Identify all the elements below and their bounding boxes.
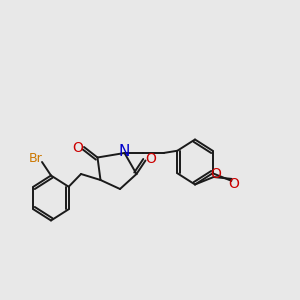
Text: O: O: [73, 141, 83, 154]
Text: O: O: [228, 177, 239, 191]
Text: O: O: [145, 152, 156, 166]
Text: Br: Br: [28, 152, 42, 165]
Text: N: N: [119, 144, 130, 159]
Text: O: O: [210, 167, 221, 181]
